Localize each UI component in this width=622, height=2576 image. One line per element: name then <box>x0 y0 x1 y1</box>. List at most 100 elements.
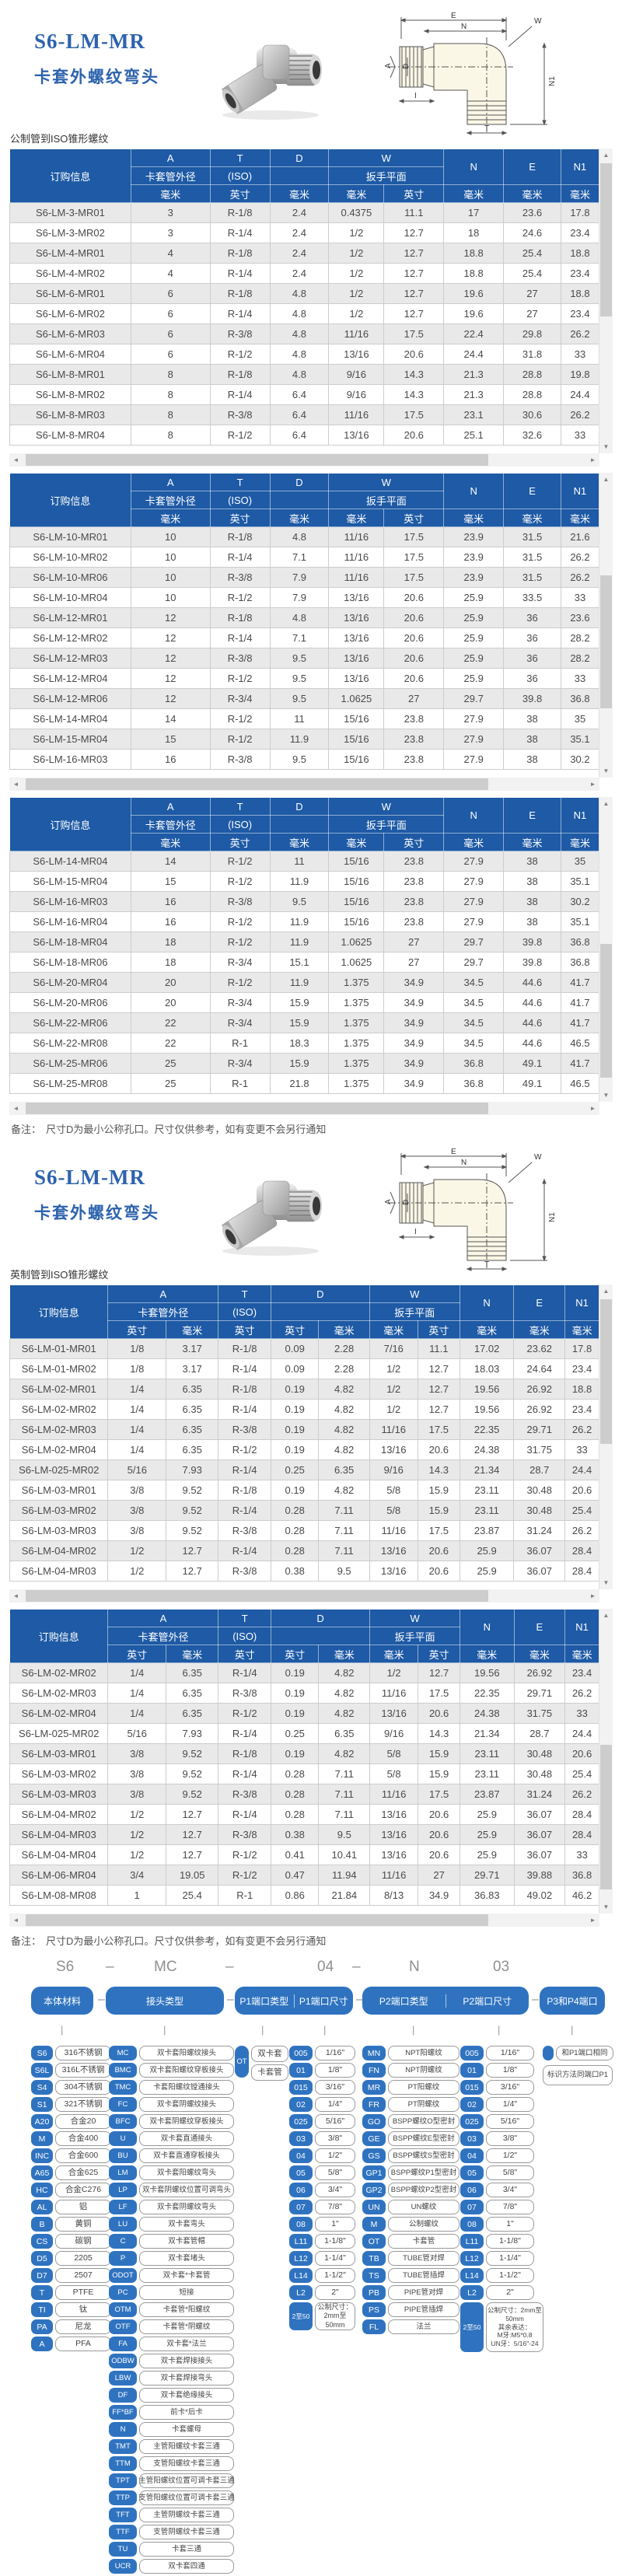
legend-item: TTM 支管阳螺纹卡套三通 <box>109 2456 234 2471</box>
scroll-right-button[interactable]: ► <box>586 1589 599 1603</box>
table-cell: 22 <box>130 1033 211 1054</box>
col-d-sub <box>270 1627 371 1645</box>
scrollbar-track[interactable] <box>599 162 613 440</box>
dim-label-a: A <box>384 1199 393 1204</box>
table-cell: 0.86 <box>270 1885 320 1906</box>
horizontal-scrollbar[interactable]: ◄ ► <box>9 453 599 467</box>
scroll-down-button[interactable]: ▼ <box>599 764 613 778</box>
table-cell: 38 <box>503 891 561 912</box>
scroll-left-button[interactable]: ◄ <box>9 778 23 791</box>
scroll-down-button[interactable]: ▼ <box>599 1900 613 1914</box>
group-separator: – <box>227 1993 234 2006</box>
table-cell: 0.09 <box>270 1338 320 1359</box>
table-cell: R-1/8 <box>209 202 271 223</box>
scrollbar-thumb[interactable] <box>600 163 612 316</box>
legend-label: 1/16" <box>486 2046 534 2060</box>
legend-label: PT阳螺纹 <box>388 2080 460 2095</box>
scroll-up-button[interactable]: ▲ <box>599 1285 613 1298</box>
table-cell: 20.6 <box>417 1540 460 1561</box>
scrollbar-track[interactable] <box>599 1298 613 1576</box>
table-row: S6-LM-10-MR02 10 R-1/4 7.1 11/16 17.5 23.9 31.5… <box>9 547 599 568</box>
scroll-left-button[interactable]: ◄ <box>9 1102 23 1115</box>
table-cell: 23.4 <box>564 1358 599 1379</box>
scrollbar-thumb[interactable] <box>600 1299 612 1445</box>
horizontal-scrollbar[interactable]: ◄ ► <box>9 1589 599 1603</box>
scroll-up-button[interactable]: ▲ <box>599 473 613 486</box>
scroll-right-button[interactable]: ► <box>586 1914 599 1927</box>
table-cell: 15.9 <box>269 1053 330 1074</box>
scroll-up-button[interactable]: ▲ <box>599 1609 613 1622</box>
table-cell: 26.2 <box>560 323 599 344</box>
table-cell: 13/16 <box>328 587 385 608</box>
scrollbar-track[interactable] <box>599 810 613 1089</box>
unit-mm: 毫米 <box>513 1320 566 1339</box>
table-cell: 31.8 <box>503 344 561 365</box>
scroll-down-button[interactable]: ▼ <box>599 1576 613 1589</box>
col-e: E <box>503 473 561 509</box>
table-cell: 28.7 <box>513 1723 566 1744</box>
scrollbar-track[interactable] <box>23 453 586 467</box>
table-cell: 24.38 <box>459 1439 515 1460</box>
scrollbar-thumb[interactable] <box>26 778 488 790</box>
dim-label-d: D <box>402 1200 411 1205</box>
scroll-left-button[interactable]: ◄ <box>9 453 23 467</box>
legend-code-pill: GE <box>362 2131 386 2146</box>
table-row: S6-LM-02-MR04 1/4 6.35 R-1/2 0.19 4.82 13/16 20… <box>9 1439 599 1460</box>
table-row: S6-LM-04-MR03 1/2 12.7 R-3/8 0.38 9.5 13/16 20.… <box>9 1824 599 1845</box>
vertical-scrollbar[interactable]: ▲ ▼ <box>599 149 613 453</box>
table-cell: R-1/2 <box>209 668 271 689</box>
col-t-sub: (ISO) <box>218 1302 271 1321</box>
scroll-right-button[interactable]: ► <box>586 778 599 791</box>
scrollbar-thumb[interactable] <box>26 1590 488 1602</box>
table-cell: R-1/4 <box>218 1540 271 1561</box>
table-cell: S6-LM-04-MR02 <box>9 1540 109 1561</box>
col-a: A <box>130 473 211 491</box>
legend-item: 04 1/2" <box>460 2148 543 2163</box>
scroll-down-button[interactable]: ▼ <box>599 440 613 453</box>
table-cell: 6.35 <box>318 1723 371 1744</box>
product-code: S6-LM-MR <box>34 30 145 53</box>
table-cell: 34.5 <box>443 992 505 1013</box>
scrollbar-thumb[interactable] <box>600 575 612 709</box>
horizontal-scrollbar[interactable]: ◄ ► <box>9 778 599 791</box>
vertical-scrollbar[interactable]: ▲ ▼ <box>599 797 613 1102</box>
table-cell: S6-LM-12-MR01 <box>9 607 131 628</box>
table-cell: 13/16 <box>328 668 385 689</box>
scroll-right-button[interactable]: ► <box>586 1102 599 1115</box>
legend-code-pill: 2至50 <box>460 2302 484 2352</box>
scroll-right-button[interactable]: ► <box>586 453 599 467</box>
legend-item: LF 双卡套阴螺纹弯头 <box>109 2200 234 2214</box>
table-row: S6-LM-02-MR02 1/4 6.35 R-1/4 0.19 4.82 1/2 12.7… <box>9 1662 599 1683</box>
scrollbar-thumb[interactable] <box>600 943 612 1078</box>
scrollbar-thumb[interactable] <box>26 1103 488 1114</box>
vertical-scrollbar[interactable]: ▲ ▼ <box>599 1285 613 1589</box>
scrollbar-track[interactable] <box>23 1914 586 1927</box>
scrollbar-track[interactable] <box>599 486 613 764</box>
scroll-left-button[interactable]: ◄ <box>9 1914 23 1927</box>
scrollbar-track[interactable] <box>599 1622 613 1900</box>
horizontal-scrollbar[interactable]: ◄ ► <box>9 1914 599 1927</box>
scrollbar-thumb[interactable] <box>600 1744 612 1889</box>
table-cell: 39.8 <box>503 952 561 973</box>
scrollbar-track[interactable] <box>23 1102 586 1115</box>
scroll-down-button[interactable]: ▼ <box>599 1089 613 1102</box>
vertical-scrollbar[interactable]: ▲ ▼ <box>599 1609 613 1914</box>
vertical-scrollbar[interactable]: ▲ ▼ <box>599 473 613 778</box>
table-row: S6-LM-4-MR01 4 R-1/8 2.4 1/2 12.7 18.8 25.4 18.8 <box>9 243 599 264</box>
table-row: S6-LM-14-MR04 14 R-1/2 11 15/16 23.8 27.9 38 35 <box>9 851 599 872</box>
scroll-up-button[interactable]: ▲ <box>599 149 613 162</box>
horizontal-scrollbar[interactable]: ◄ ► <box>9 1102 599 1115</box>
table-cell: S6-LM-02-MR04 <box>9 1703 109 1724</box>
table-cell: 9.52 <box>165 1763 219 1784</box>
scrollbar-track[interactable] <box>23 1589 586 1603</box>
legend-item: FR PT阴螺纹 <box>362 2097 460 2112</box>
scroll-up-button[interactable]: ▲ <box>599 797 613 810</box>
unit-mm: 毫米 <box>328 184 385 203</box>
scrollbar-track[interactable] <box>23 778 586 791</box>
legend-item: BFC 双卡套阴螺纹穿板接头 <box>109 2114 234 2129</box>
scrollbar-thumb[interactable] <box>26 1914 488 1926</box>
scroll-left-button[interactable]: ◄ <box>9 1589 23 1603</box>
scrollbar-thumb[interactable] <box>26 454 488 466</box>
legend-item: OT 卡套管 <box>362 2234 460 2249</box>
table-cell: 20.6 <box>383 607 445 628</box>
